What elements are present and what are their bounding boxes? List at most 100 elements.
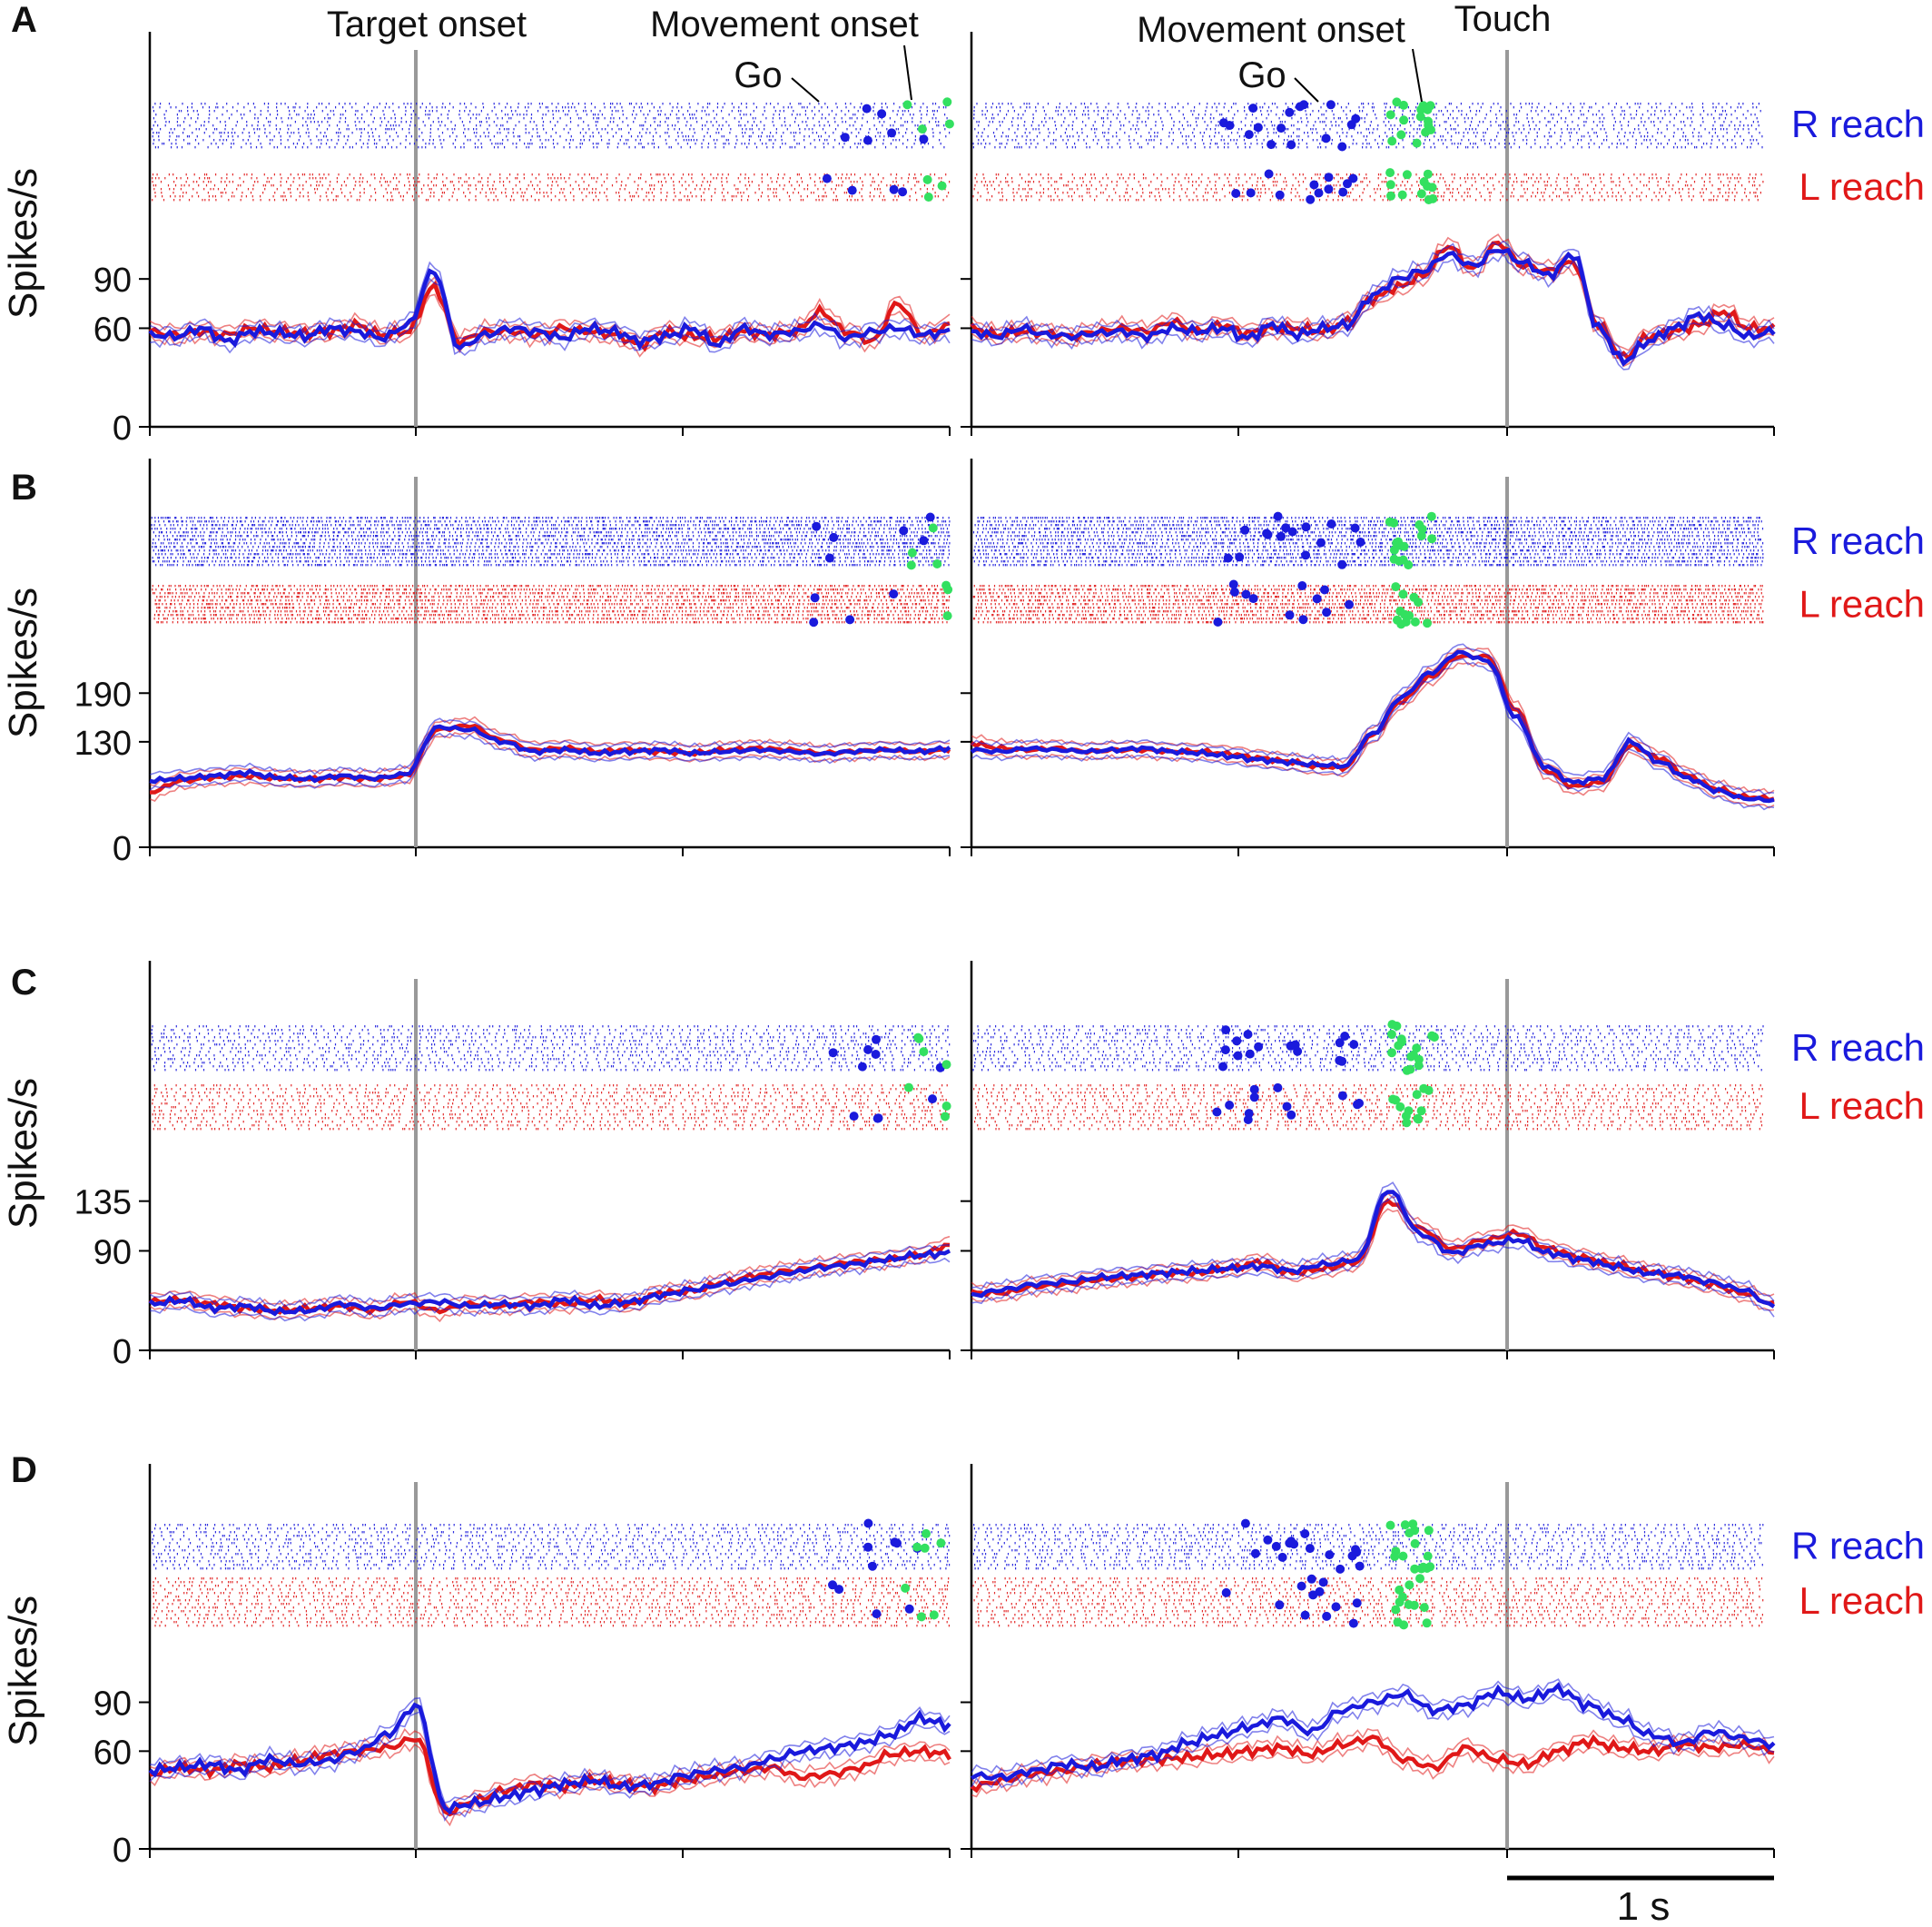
movement-onset-marker <box>1413 1113 1423 1123</box>
go-marker <box>849 1112 859 1122</box>
movement-onset-marker <box>941 1060 951 1070</box>
go-marker <box>1249 1084 1259 1094</box>
go-marker <box>1287 527 1297 537</box>
go-leader-right <box>1294 77 1319 103</box>
go-marker <box>1273 1082 1283 1092</box>
go-marker <box>1286 1537 1296 1547</box>
l-reach-raster-right <box>972 1577 1764 1627</box>
r-reach-raster-right <box>972 1025 1764 1072</box>
movement-onset-marker <box>1399 541 1409 551</box>
y-tick-label: 0 <box>113 1832 132 1870</box>
l-reach-rate-line-right <box>970 240 1776 362</box>
go-marker <box>1306 1574 1316 1584</box>
go-marker <box>810 593 820 603</box>
movement-onset-marker <box>941 1102 951 1111</box>
r-reach-rate-line-left <box>148 1249 951 1317</box>
go-marker <box>1335 1038 1345 1048</box>
go-marker <box>862 135 872 145</box>
movement-onset-marker <box>1424 1526 1434 1536</box>
go-marker <box>1352 1547 1362 1557</box>
annotation-touch: Touch <box>1454 0 1552 39</box>
go-marker <box>1345 599 1354 609</box>
movement-onset-marker <box>922 174 932 184</box>
go-marker <box>1322 608 1332 618</box>
movement-onset-marker <box>923 193 933 202</box>
go-marker <box>1308 1590 1318 1600</box>
movement-onset-marker <box>1398 1592 1407 1602</box>
go-marker <box>1228 579 1238 589</box>
movement-onset-marker <box>937 181 947 191</box>
go-marker <box>1276 531 1286 541</box>
movement-onset-marker <box>1416 531 1426 540</box>
go-marker <box>1348 173 1358 183</box>
go-marker <box>828 1580 837 1590</box>
go-marker <box>1271 1541 1281 1551</box>
movement-onset-marker <box>1427 183 1437 193</box>
go-marker <box>1314 188 1324 198</box>
movement-onset-marker <box>902 100 912 110</box>
movement-onset-marker <box>1395 607 1405 616</box>
go-marker <box>822 173 832 183</box>
go-marker <box>1318 1577 1328 1587</box>
go-marker <box>872 1034 881 1044</box>
go-marker <box>925 512 935 522</box>
go-marker <box>1337 1091 1347 1101</box>
movement-onset-marker <box>1414 519 1424 529</box>
go-marker <box>1343 179 1352 189</box>
l-reach-rate-line-left <box>149 281 951 352</box>
movement-onset-marker <box>920 1543 930 1553</box>
movement-onset-marker <box>916 1612 926 1622</box>
go-marker <box>1250 1548 1260 1558</box>
movement-onset-marker <box>912 1542 922 1552</box>
movement-onset-marker <box>1389 518 1399 528</box>
annotation-go-left: Go <box>734 55 782 95</box>
movement-onset-marker <box>901 1583 911 1593</box>
movement-onset-marker <box>1423 169 1433 179</box>
movement-onset-marker <box>1388 1094 1398 1104</box>
movement-onset-marker <box>1405 610 1414 620</box>
go-marker <box>1335 1055 1345 1065</box>
go-marker <box>857 1062 867 1072</box>
r-reach-error-upper-left <box>149 261 951 341</box>
legend-l-reach: L reach <box>1799 1084 1925 1127</box>
movement-onset-marker <box>1426 511 1436 521</box>
movement-onset-marker <box>1387 136 1397 146</box>
movement-onset-marker <box>943 585 953 595</box>
movement-onset-marker <box>1410 617 1420 627</box>
r-reach-error-lower-right <box>971 657 1775 811</box>
panel-letter: A <box>11 0 37 40</box>
go-marker <box>1331 1602 1341 1612</box>
go-marker <box>809 618 819 628</box>
go-marker <box>1276 124 1286 133</box>
go-marker <box>904 1604 914 1614</box>
movement-onset-marker <box>1409 592 1419 602</box>
r-reach-rate-line-left <box>148 268 951 351</box>
movement-leader-left <box>903 44 912 101</box>
y-tick-label: 130 <box>74 725 132 763</box>
go-marker <box>1312 594 1322 604</box>
go-marker <box>1316 538 1326 548</box>
go-marker <box>1275 190 1285 200</box>
go-marker <box>847 185 857 195</box>
go-marker <box>1233 1051 1243 1061</box>
y-tick-label: 0 <box>113 830 132 868</box>
go-marker <box>1264 169 1274 179</box>
r-reach-raster-right <box>972 1524 1764 1570</box>
movement-onset-marker <box>1392 97 1402 107</box>
movement-onset-marker <box>1401 1112 1411 1121</box>
go-marker <box>824 553 834 563</box>
movement-onset-marker <box>917 124 927 134</box>
go-marker <box>898 187 908 197</box>
movement-onset-marker <box>1427 534 1437 544</box>
go-marker <box>899 526 909 536</box>
go-marker <box>1241 589 1251 599</box>
movement-onset-marker <box>1391 1605 1401 1615</box>
go-marker <box>812 521 822 531</box>
go-leader-left <box>791 77 820 103</box>
r-reach-error-lower-right <box>971 1693 1775 1789</box>
go-marker <box>1326 100 1336 110</box>
go-marker <box>1221 1025 1231 1035</box>
y-axis-label: Spikes/s <box>1 1596 45 1746</box>
go-marker <box>1221 1587 1231 1597</box>
go-marker <box>1223 553 1233 563</box>
